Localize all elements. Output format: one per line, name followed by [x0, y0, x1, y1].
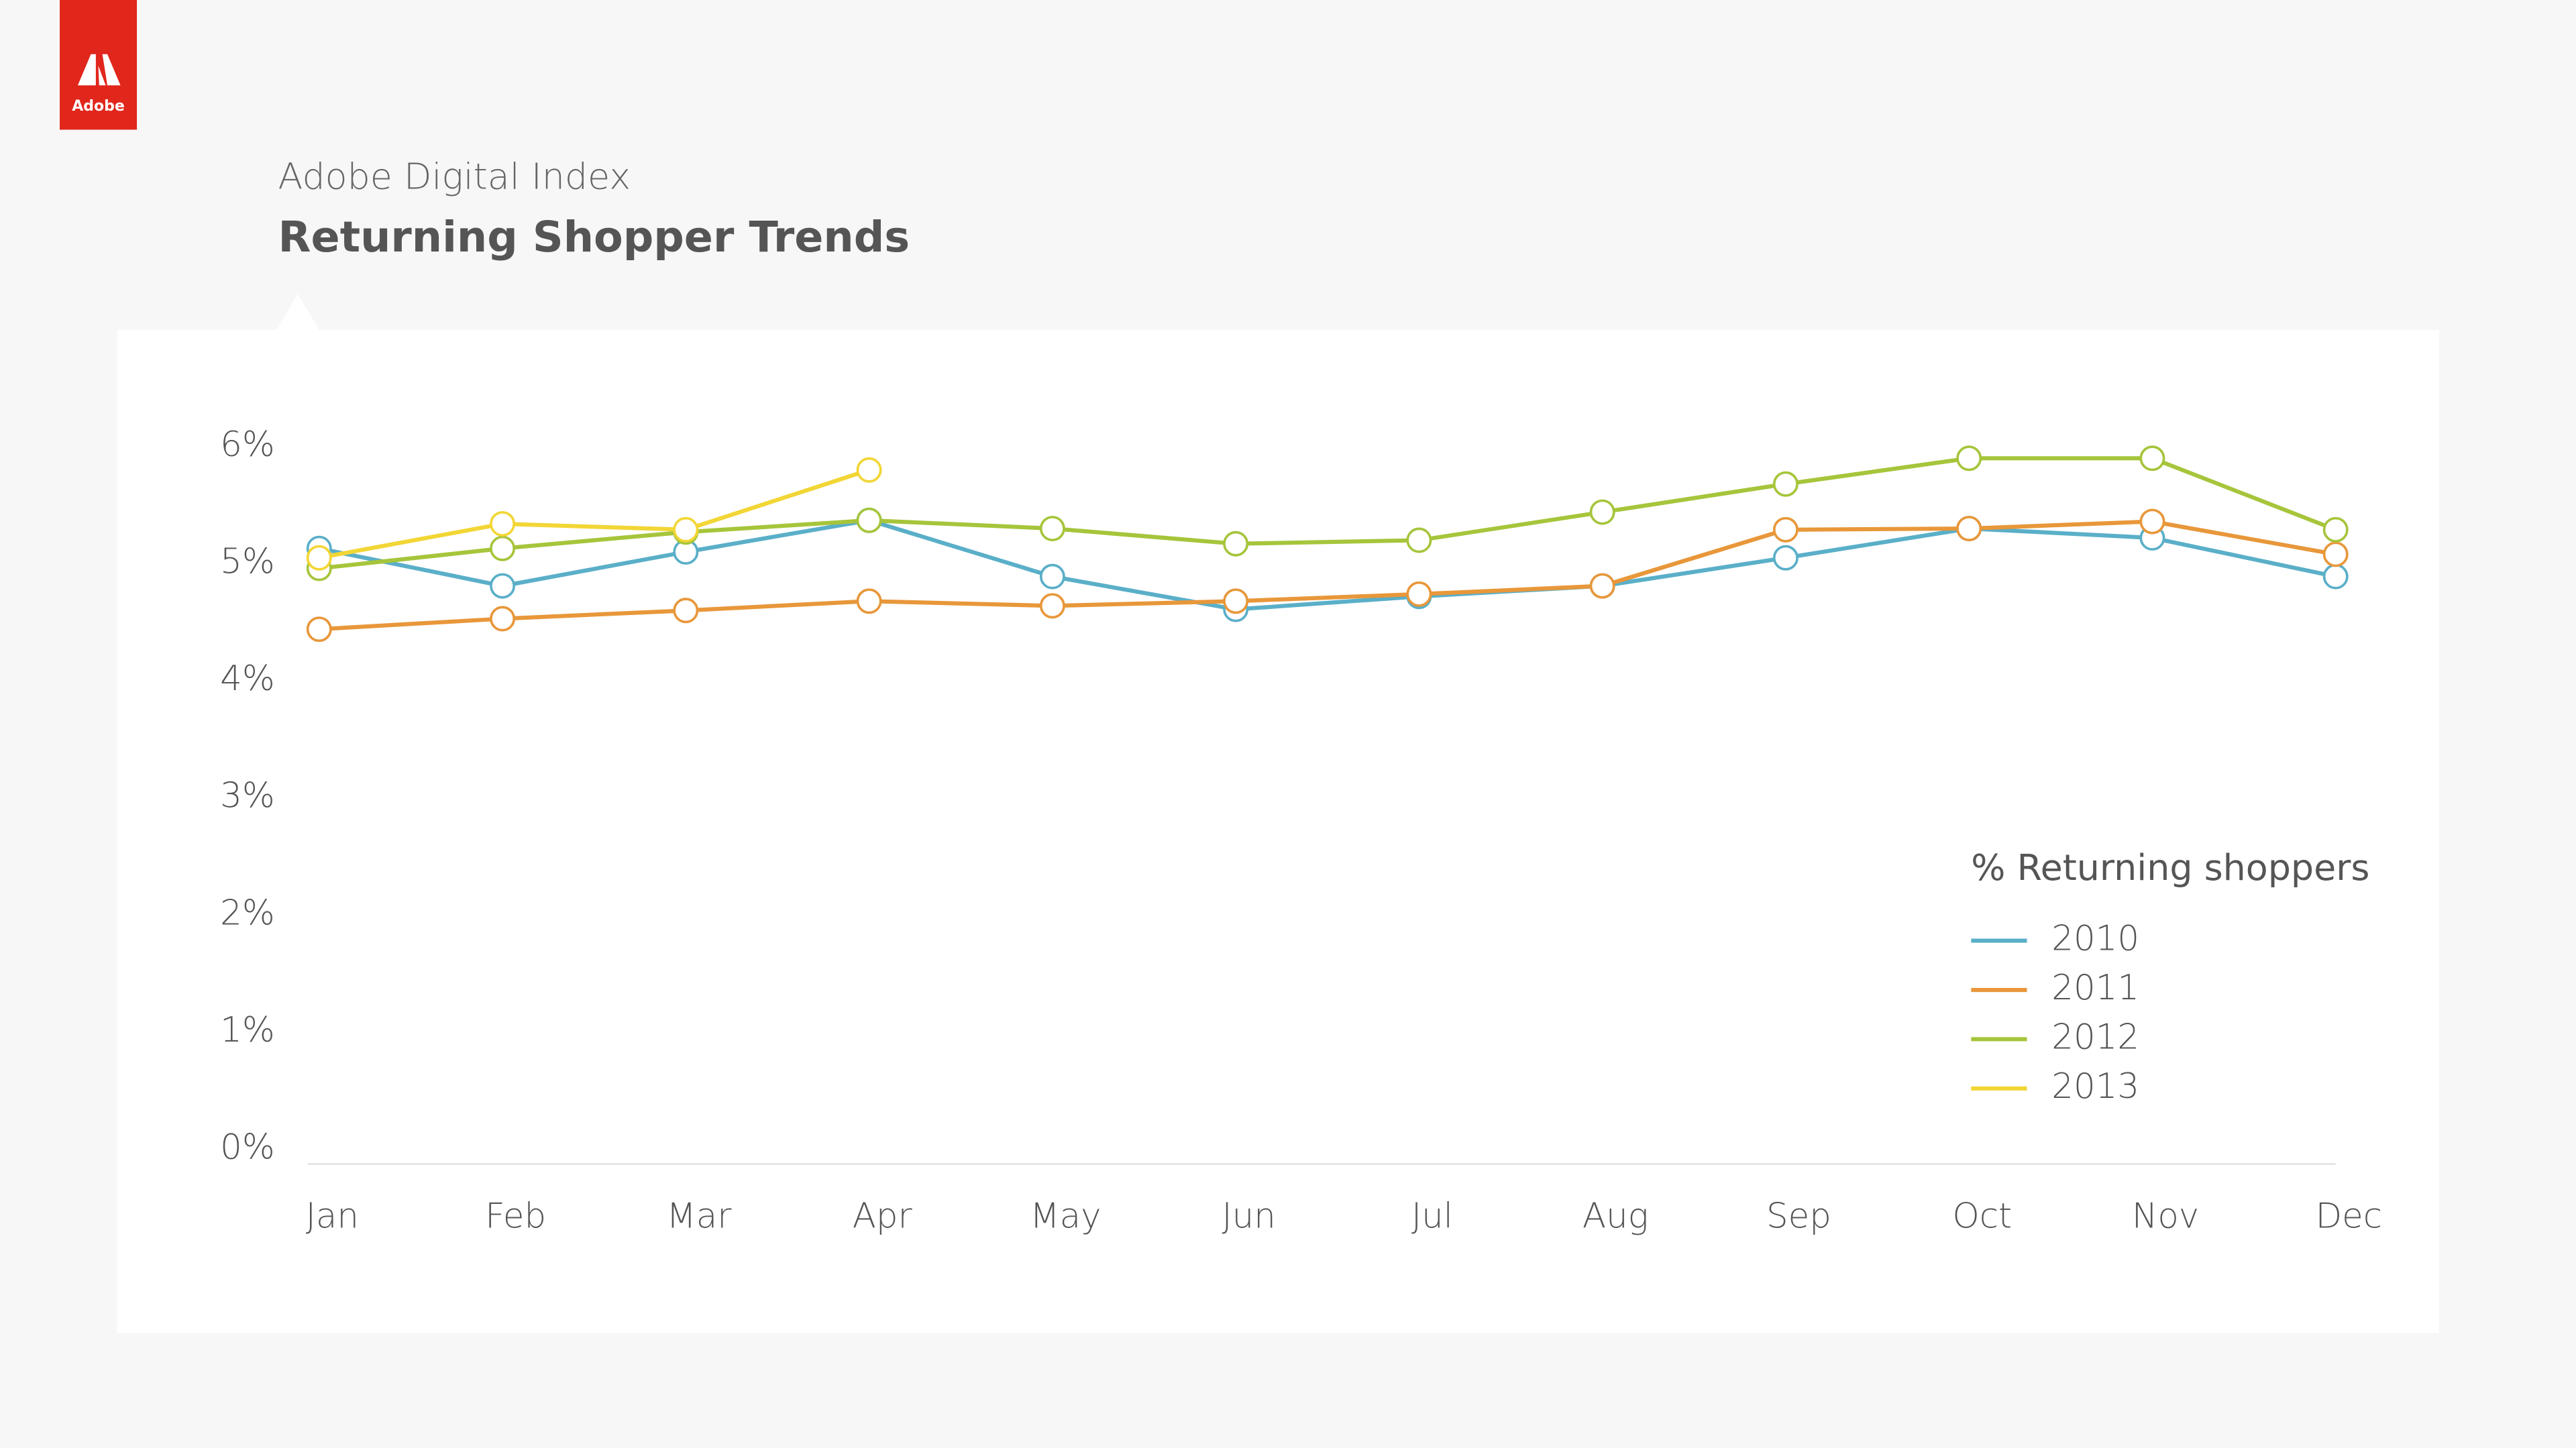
- x-tick-label: Sep: [1766, 1196, 1831, 1236]
- x-tick-label: May: [1030, 1196, 1101, 1236]
- point: [856, 507, 882, 533]
- x-tick-label: Nov: [2132, 1196, 2199, 1236]
- series-line: [319, 518, 2337, 612]
- point: [490, 573, 516, 599]
- y-tick-label: 2%: [220, 893, 275, 933]
- point: [673, 516, 699, 543]
- point: [490, 511, 516, 537]
- point: [1223, 531, 1249, 557]
- point: [1406, 527, 1432, 553]
- point: [1406, 581, 1432, 607]
- series-line: [319, 467, 870, 560]
- legend-label: 2013: [2051, 1066, 2139, 1107]
- logo-text: Adobe: [72, 98, 125, 115]
- point: [856, 588, 882, 614]
- series-line: [319, 456, 2337, 571]
- point: [306, 545, 332, 571]
- x-tick-label: Dec: [2316, 1196, 2382, 1236]
- point: [2322, 516, 2349, 543]
- point: [1223, 588, 1249, 614]
- point: [1589, 499, 1615, 525]
- point: [1772, 516, 1799, 543]
- x-tick-label: Jun: [1222, 1196, 1276, 1236]
- card: [117, 294, 2439, 1333]
- logo-box: [60, 0, 138, 130]
- point: [1039, 563, 1065, 590]
- point: [1589, 573, 1615, 599]
- legend-label: 2010: [2051, 919, 2139, 959]
- point: [673, 598, 699, 624]
- x-tick-label: Aug: [1582, 1196, 1649, 1236]
- point: [490, 606, 516, 632]
- x-tick-label: Jul: [1411, 1196, 1453, 1236]
- y-tick-label: 1%: [220, 1010, 275, 1050]
- y-tick-label: 5%: [220, 541, 275, 581]
- y-tick-label: 6%: [220, 425, 275, 465]
- y-tick-label: 0%: [220, 1127, 275, 1167]
- x-tick-label: Oct: [1952, 1196, 2012, 1236]
- point: [1039, 516, 1065, 542]
- point: [2322, 541, 2349, 567]
- x-tick-label: Feb: [485, 1196, 546, 1236]
- y-tick-label: 3%: [220, 776, 275, 816]
- logo-mark: [77, 54, 121, 86]
- point: [1039, 593, 1065, 619]
- x-tick-label: Jan: [306, 1196, 359, 1236]
- legend-title: % Returning shoppers: [1971, 846, 2369, 889]
- point: [2139, 508, 2165, 535]
- legend-label: 2012: [2051, 1017, 2139, 1057]
- point: [856, 457, 882, 483]
- y-tick-label: 4%: [220, 659, 275, 699]
- series-line: [319, 519, 2337, 632]
- point: [1956, 516, 1982, 542]
- chart-title: Returning Shopper Trends: [278, 213, 910, 262]
- point: [2322, 563, 2349, 590]
- point: [2139, 445, 2165, 471]
- point: [490, 535, 516, 561]
- legend-label: 2011: [2051, 968, 2139, 1008]
- x-tick-label: Mar: [666, 1196, 732, 1236]
- point: [306, 616, 332, 643]
- x-tick-label: Apr: [853, 1196, 913, 1236]
- chart-subtitle: Adobe Digital Index: [278, 156, 631, 198]
- point: [1772, 545, 1799, 571]
- point: [1956, 445, 1982, 471]
- point: [1772, 471, 1799, 497]
